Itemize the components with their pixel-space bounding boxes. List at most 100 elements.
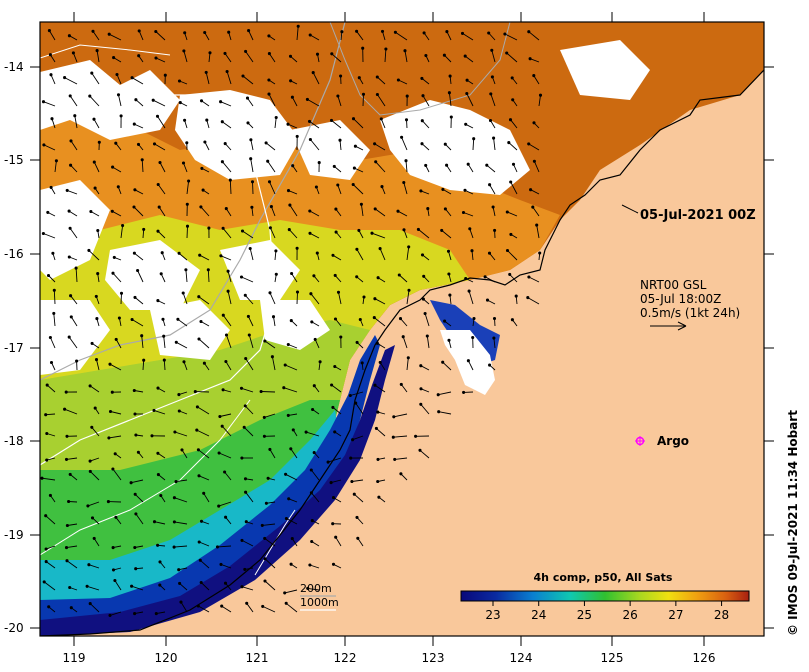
current-vector: [376, 76, 386, 85]
current-vector: [89, 603, 100, 613]
current-vector-head: [180, 448, 184, 452]
current-vector-head: [330, 383, 334, 387]
current-vector: [120, 293, 122, 305]
current-vector-head: [65, 559, 69, 563]
current-vector-head: [156, 451, 160, 455]
contour-200m: [40, 22, 346, 381]
current-vector: [91, 427, 100, 437]
sst-band-cyan: [40, 410, 340, 630]
current-vector-head: [531, 205, 535, 209]
current-vector: [177, 318, 188, 327]
current-vector-head: [150, 434, 154, 438]
current-vector-head: [156, 229, 160, 233]
colorbar-tick: 24: [531, 601, 546, 622]
current-vector-head: [49, 73, 53, 77]
current-vector-head: [136, 142, 141, 146]
current-vector: [120, 225, 124, 239]
current-vector: [285, 602, 298, 613]
current-vector: [226, 71, 232, 85]
current-vector-head: [396, 209, 400, 213]
current-vector-head: [159, 272, 163, 276]
current-vector-head: [312, 274, 316, 278]
current-vector-head: [329, 481, 333, 485]
current-vector-head: [163, 73, 167, 77]
current-vector: [241, 586, 254, 591]
current-vector: [337, 184, 342, 195]
current-vector-head: [244, 520, 248, 524]
current-vector: [69, 95, 78, 107]
current-vector: [220, 563, 232, 569]
current-vector-head: [334, 207, 338, 211]
current-vector: [267, 160, 276, 173]
current-vector-head: [317, 161, 321, 165]
current-legend-line3: 0.5m/s (1kt 24h): [640, 306, 740, 320]
current-vector-head: [263, 339, 267, 343]
current-vector-head: [201, 188, 205, 192]
current-vector-head: [199, 99, 204, 103]
current-vector: [394, 457, 408, 460]
current-vector-head: [490, 48, 494, 52]
current-vector-head: [308, 137, 312, 142]
current-vector: [247, 97, 254, 107]
current-vector-head: [88, 602, 92, 606]
timestamp-leader-line: [621, 204, 639, 214]
current-vector-head: [156, 386, 160, 390]
current-vector-head: [132, 388, 136, 393]
current-vector-head: [197, 295, 201, 299]
current-vector-head: [41, 100, 46, 104]
current-vector-head: [202, 491, 206, 495]
current-vector: [64, 77, 78, 85]
current-vector-head: [286, 122, 290, 126]
current-vector-head: [527, 142, 531, 146]
current-vector-head: [221, 313, 225, 317]
current-vector-head: [75, 359, 79, 363]
current-vector-head: [374, 426, 378, 430]
current-vector-head: [116, 185, 120, 189]
current-vector-head: [503, 32, 507, 36]
current-vector: [141, 159, 144, 173]
current-vector: [493, 138, 496, 151]
current-vector: [296, 26, 299, 41]
current-vector: [314, 339, 320, 349]
current-vector: [504, 33, 518, 41]
current-vector: [464, 55, 474, 63]
current-vector-head: [244, 49, 248, 53]
current-vector: [221, 605, 232, 613]
current-vector-head: [130, 317, 134, 322]
contour-north-200m: [329, 22, 511, 116]
current-vector-head: [464, 122, 468, 126]
current-vector-head: [352, 166, 356, 170]
current-vector-head: [420, 76, 424, 80]
current-vector-head: [88, 469, 92, 473]
current-vector-head: [490, 75, 494, 79]
current-vector-head: [50, 117, 54, 121]
current-vector: [406, 357, 409, 371]
current-vector: [218, 452, 232, 459]
current-vector: [41, 477, 56, 481]
current-vector: [312, 72, 320, 85]
current-vector-head: [250, 205, 254, 209]
current-vector-head: [445, 30, 449, 34]
lon-tick-label: 121: [246, 651, 269, 665]
current-vector-head: [54, 159, 58, 163]
current-vector: [141, 335, 144, 349]
current-vector-head: [441, 187, 445, 191]
current-vector: [309, 232, 320, 239]
current-vector-head: [223, 51, 227, 55]
current-vector: [242, 230, 254, 239]
current-vector: [296, 291, 298, 305]
current-vector-head: [178, 581, 182, 585]
lat-tick: -19: [4, 528, 774, 542]
current-vector: [538, 95, 541, 107]
current-vector: [402, 336, 408, 349]
current-vector: [360, 204, 364, 217]
current-vector-head: [111, 271, 115, 275]
current-vector-head: [290, 95, 294, 99]
current-vector-head: [440, 228, 444, 232]
current-vector-head: [68, 226, 72, 230]
current-vector: [179, 583, 188, 591]
current-vector-head: [420, 142, 424, 146]
current-vector-head: [532, 121, 536, 125]
current-vector-head: [243, 567, 247, 571]
current-vector-head: [331, 522, 335, 526]
